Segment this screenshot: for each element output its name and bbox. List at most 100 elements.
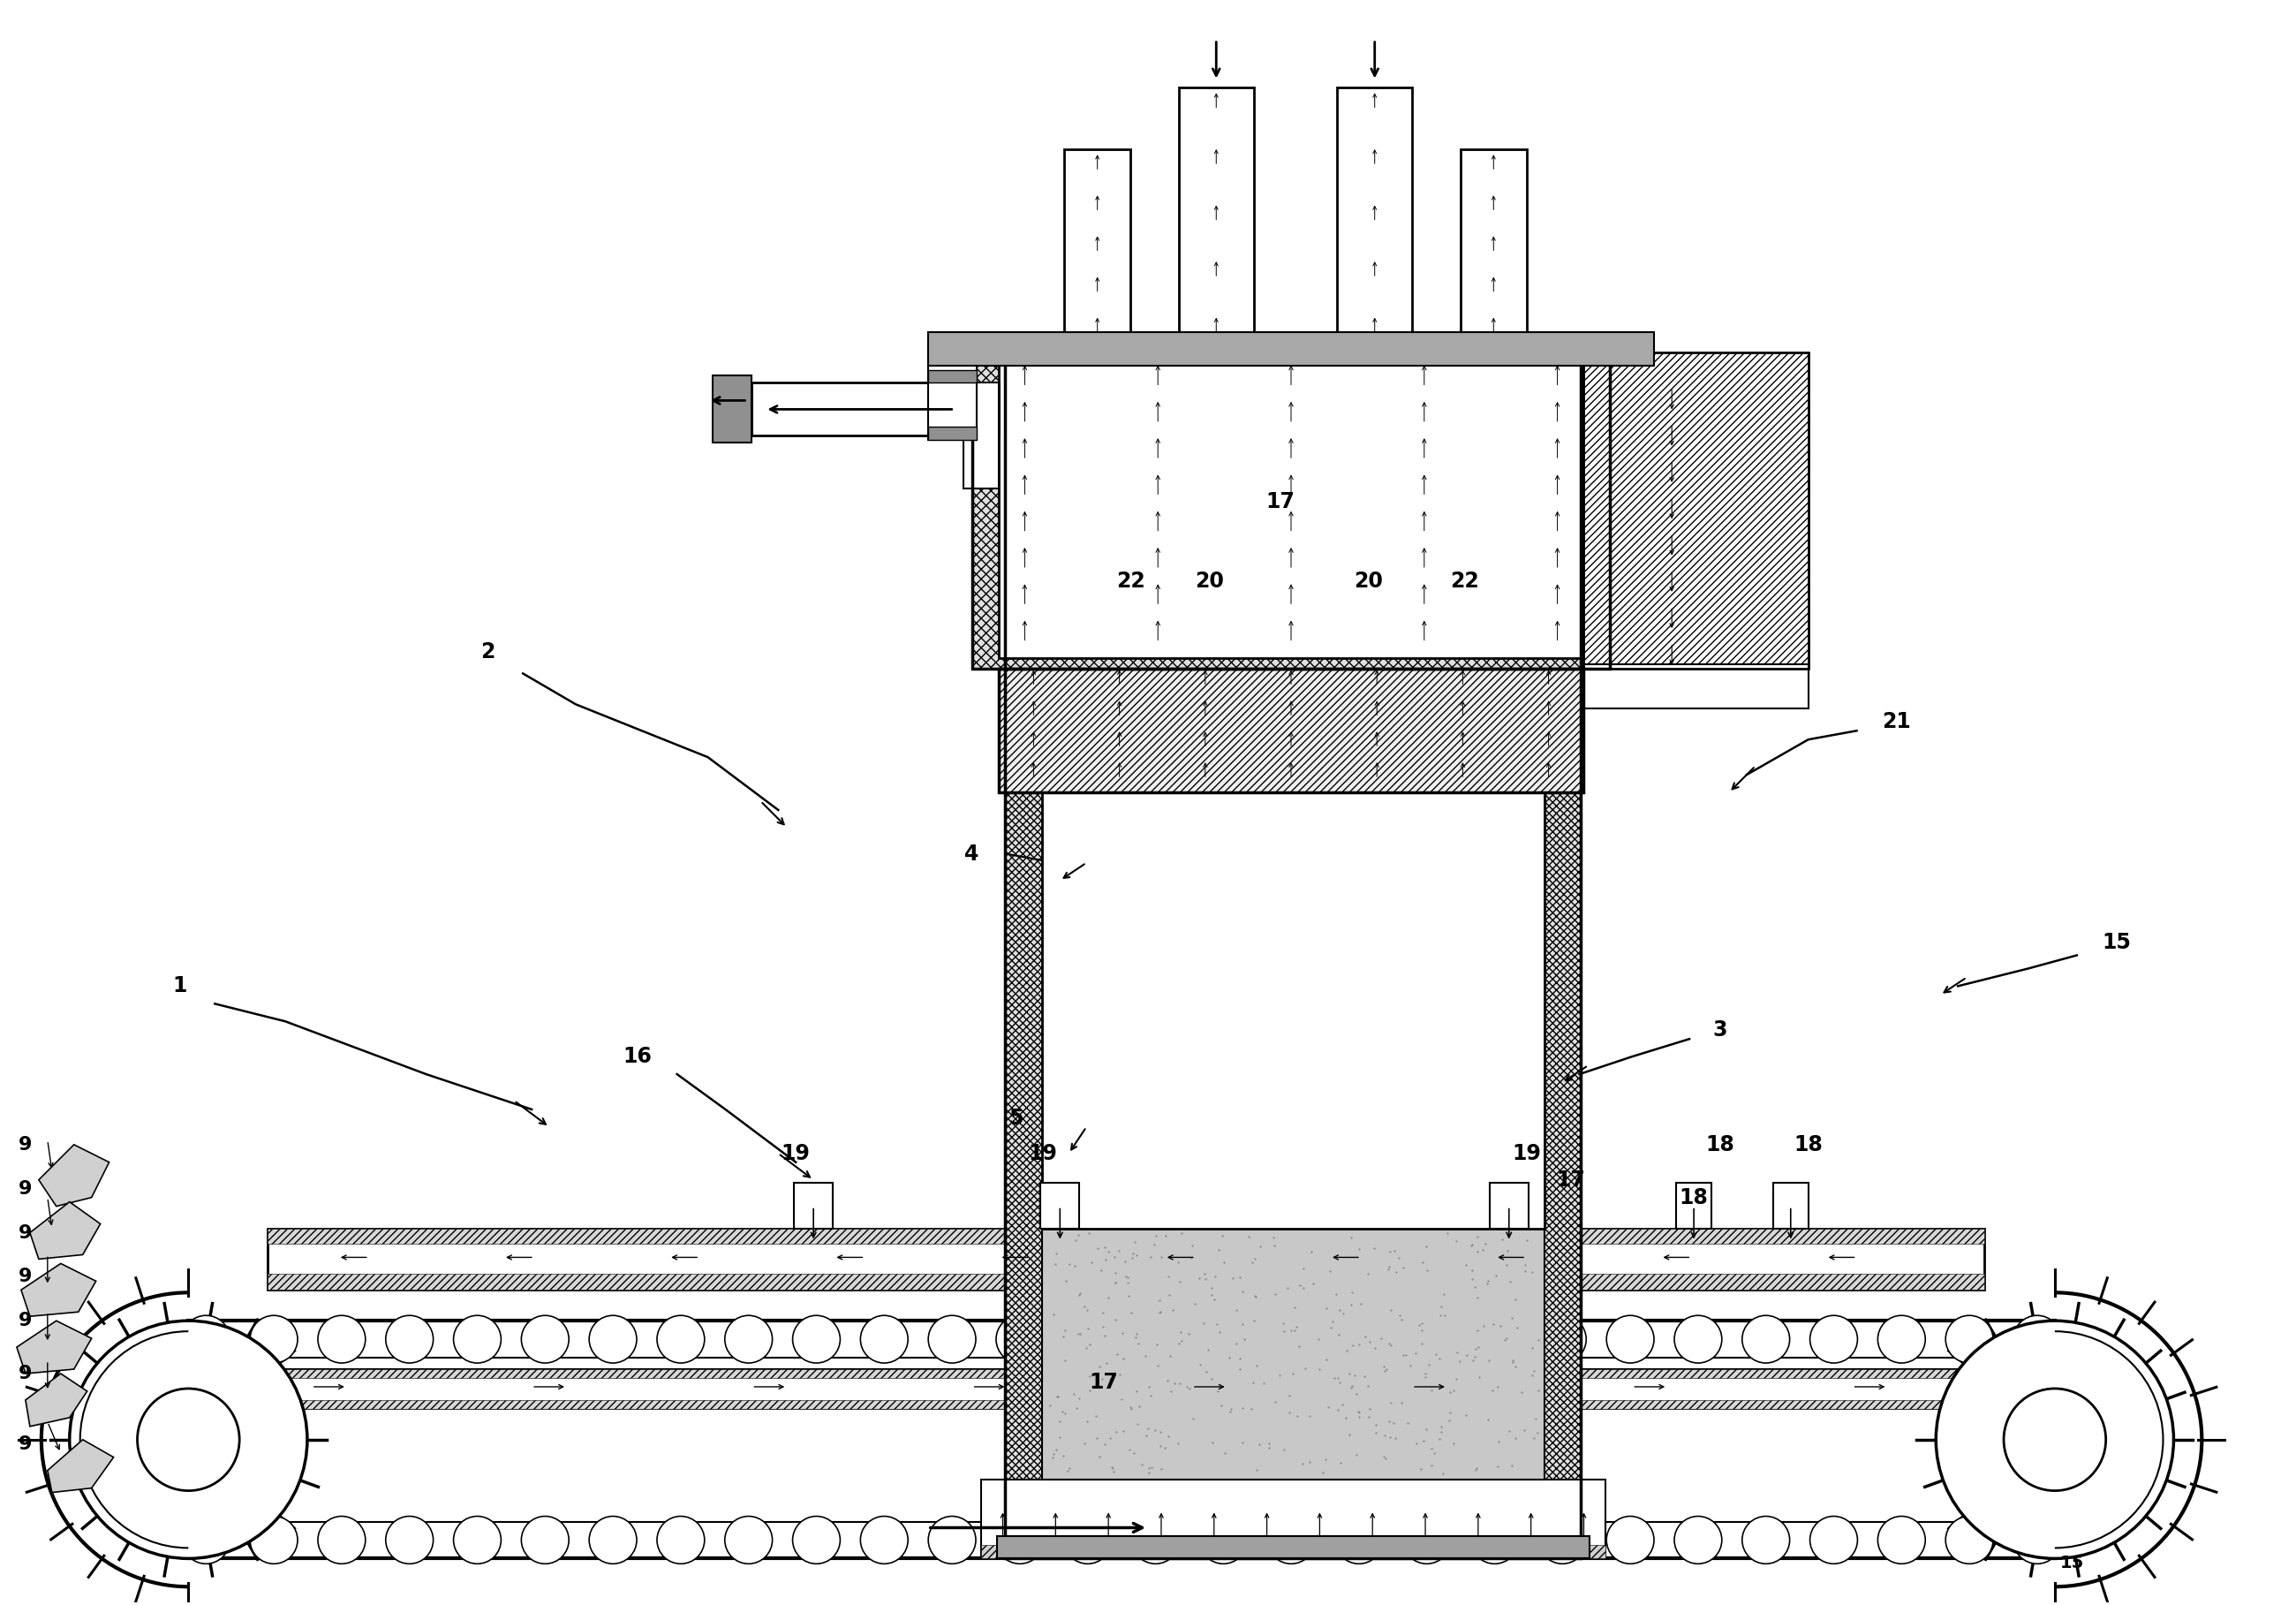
Circle shape	[1063, 1517, 1111, 1563]
Circle shape	[861, 1316, 907, 1363]
Circle shape	[455, 1316, 501, 1363]
Bar	[1676, 1183, 1711, 1228]
Circle shape	[1674, 1316, 1722, 1363]
Bar	[1104, 915, 1127, 960]
Circle shape	[181, 1517, 230, 1563]
Circle shape	[1132, 1316, 1180, 1363]
Bar	[1196, 880, 1221, 894]
Bar	[1221, 915, 1231, 926]
Bar	[1169, 1122, 1221, 1175]
Text: 1: 1	[172, 976, 186, 997]
Bar	[1065, 149, 1130, 351]
Bar	[1295, 1021, 1339, 1063]
Bar	[1502, 1000, 1529, 1026]
Text: 21: 21	[1883, 711, 1910, 732]
Circle shape	[726, 1316, 771, 1363]
Bar	[1428, 1082, 1446, 1106]
Bar	[1072, 990, 1097, 1024]
Bar	[1277, 1194, 1302, 1218]
Bar	[269, 1228, 1984, 1290]
Bar	[999, 669, 1584, 793]
Bar	[971, 351, 1609, 669]
Circle shape	[861, 1517, 907, 1563]
Bar	[1006, 351, 1042, 1558]
Bar	[1306, 926, 1325, 965]
Bar	[1396, 981, 1412, 1016]
Bar	[1235, 892, 1283, 902]
Bar	[1178, 88, 1254, 351]
Text: 17: 17	[1265, 491, 1295, 512]
Bar	[1460, 149, 1527, 351]
Bar	[980, 1480, 1605, 1558]
Circle shape	[1267, 1517, 1316, 1563]
Bar	[1391, 907, 1410, 924]
Circle shape	[1743, 1316, 1789, 1363]
Bar	[1334, 1132, 1352, 1160]
Circle shape	[1878, 1517, 1926, 1563]
Bar	[1394, 923, 1417, 965]
Bar	[1097, 1191, 1118, 1217]
Bar	[1217, 828, 1265, 857]
Circle shape	[1336, 1517, 1382, 1563]
Text: 18: 18	[1793, 1135, 1823, 1156]
Circle shape	[1199, 1316, 1247, 1363]
Bar	[1040, 1183, 1079, 1228]
Bar	[269, 1400, 1984, 1409]
Bar	[1212, 952, 1251, 985]
Bar	[751, 384, 999, 435]
Bar	[1359, 881, 1378, 915]
Bar	[1483, 1167, 1497, 1186]
Polygon shape	[25, 1374, 87, 1427]
Text: 22: 22	[1116, 570, 1146, 592]
Text: 17: 17	[1091, 1372, 1118, 1393]
Bar	[1150, 1063, 1192, 1109]
Bar	[1584, 664, 1809, 709]
Bar	[1006, 351, 1582, 1558]
Bar	[1403, 977, 1442, 1016]
Bar	[1189, 1002, 1231, 1022]
Text: 19: 19	[1029, 1143, 1056, 1164]
Bar	[1359, 985, 1375, 1000]
Bar	[1155, 1038, 1196, 1067]
Bar	[928, 369, 976, 384]
Bar	[1463, 1176, 1497, 1210]
Bar	[1545, 351, 1582, 1558]
Bar	[1061, 1019, 1093, 1046]
Polygon shape	[21, 1263, 96, 1316]
Text: 9: 9	[18, 1136, 32, 1154]
Bar	[1215, 823, 1254, 868]
Circle shape	[521, 1517, 569, 1563]
Bar	[928, 332, 1653, 366]
Circle shape	[726, 1517, 771, 1563]
Bar	[1421, 899, 1437, 918]
Bar	[1421, 1091, 1449, 1114]
Bar	[1339, 1181, 1382, 1220]
Circle shape	[792, 1316, 840, 1363]
Circle shape	[1607, 1316, 1653, 1363]
Bar	[1456, 960, 1469, 984]
Bar	[1123, 928, 1159, 965]
Bar	[1118, 1164, 1148, 1213]
Bar	[794, 1183, 833, 1228]
Bar	[928, 339, 976, 440]
Circle shape	[138, 1388, 239, 1491]
Bar	[928, 427, 976, 440]
Circle shape	[1809, 1316, 1857, 1363]
Circle shape	[1267, 1316, 1316, 1363]
Bar	[1483, 868, 1506, 896]
Bar	[1387, 1095, 1407, 1112]
Bar	[971, 351, 1609, 669]
Bar	[1355, 1074, 1384, 1109]
Bar	[1504, 1167, 1541, 1199]
Bar	[1279, 884, 1309, 926]
Bar	[1058, 825, 1072, 852]
Bar	[980, 1546, 1605, 1558]
Bar	[1279, 1018, 1300, 1040]
Circle shape	[1743, 1517, 1789, 1563]
Circle shape	[455, 1517, 501, 1563]
Bar	[1134, 1077, 1157, 1112]
Circle shape	[1936, 1321, 2174, 1558]
Bar	[1442, 1080, 1458, 1095]
Bar	[999, 669, 1584, 793]
Text: 9: 9	[18, 1268, 32, 1286]
